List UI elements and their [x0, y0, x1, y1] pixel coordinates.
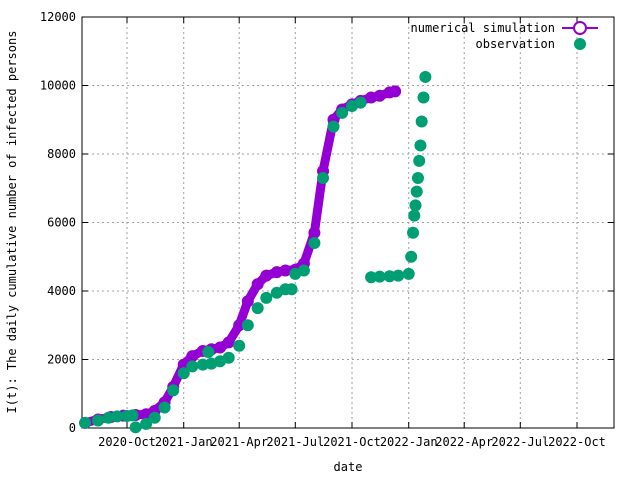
x-tick-label: 2021-Jan [155, 435, 213, 449]
observation-point [354, 96, 367, 109]
observation-point [308, 237, 321, 250]
observation-point [417, 91, 430, 104]
observation-point [414, 139, 427, 152]
x-tick-label: 2022-Oct [548, 435, 606, 449]
y-tick-label: 0 [69, 421, 76, 435]
simulation-point [279, 264, 292, 277]
simulation-point [260, 269, 273, 282]
legend-label-numerical-simulation: numerical simulation [411, 21, 556, 35]
observation-point [365, 271, 378, 284]
x-tick-label: 2020-Oct [98, 435, 156, 449]
observation-point [251, 302, 264, 315]
y-axis-ticks: 0 2000 4000 6000 8000 10000 12000 [40, 10, 614, 435]
x-tick-label: 2021-Apr [210, 435, 268, 449]
observation-point [285, 283, 298, 296]
simulation-point [241, 295, 254, 308]
legend-marker-numerical-simulation [573, 21, 587, 35]
simulation-point [389, 85, 402, 98]
x-tick-label: 2022-Apr [435, 435, 493, 449]
y-tick-label: 6000 [47, 216, 76, 230]
x-axis-ticks: 2020-Oct2021-Jan2021-Apr2021-Jul2021-Oct… [98, 17, 606, 449]
observation-point [415, 115, 428, 128]
observation-point [373, 270, 386, 283]
x-tick-label: 2022-Jan [380, 435, 438, 449]
observation-point [111, 410, 124, 423]
y-tick-label: 10000 [40, 79, 76, 93]
observation-point [202, 345, 215, 358]
observation-point [297, 264, 310, 277]
observation-point [260, 291, 273, 304]
observation-point [140, 417, 153, 430]
observation-point [408, 209, 421, 222]
observation-point [241, 319, 254, 332]
observation-point [222, 351, 235, 364]
plot-marks [79, 70, 432, 434]
observation-point [409, 199, 422, 212]
observation-point [327, 120, 340, 133]
observation-point [158, 401, 171, 414]
observation-point [407, 226, 420, 239]
observation-point [148, 411, 161, 424]
legend: numerical simulation observation [411, 21, 598, 51]
observation-point [79, 416, 92, 429]
legend-label-observation: observation [476, 37, 555, 51]
simulation-point [373, 89, 386, 102]
observation-point [177, 367, 190, 380]
legend-marker-observation [574, 38, 586, 50]
observation-point [233, 339, 246, 352]
y-tick-label: 12000 [40, 10, 76, 24]
x-axis-label: date [334, 460, 363, 474]
simulation-point [214, 341, 227, 354]
observation-point [186, 360, 199, 373]
simulation-point [308, 226, 321, 239]
x-tick-label: 2022-Jul [491, 435, 549, 449]
y-tick-label: 8000 [47, 147, 76, 161]
observation-point [405, 250, 418, 263]
observation-point [336, 106, 349, 119]
observation-point [410, 185, 423, 198]
observation-point [402, 267, 415, 280]
observation-point [92, 414, 105, 427]
observation-point [392, 269, 405, 282]
simulation-point [222, 336, 235, 349]
observation-point [129, 421, 142, 434]
observation-point [411, 171, 424, 184]
observation-point [317, 171, 330, 184]
y-tick-label: 4000 [47, 284, 76, 298]
y-axis-label: I(t): The daily cumulative number of inf… [5, 31, 19, 414]
y-tick-label: 2000 [47, 353, 76, 367]
x-tick-label: 2021-Jul [266, 435, 324, 449]
observation-point [419, 70, 432, 83]
x-tick-label: 2021-Oct [323, 435, 381, 449]
observation-point [167, 384, 180, 397]
observation-point [126, 409, 139, 422]
observation-point [413, 154, 426, 167]
simulation-point [186, 350, 199, 363]
observation-point [383, 270, 396, 283]
simulation-point [251, 278, 264, 291]
